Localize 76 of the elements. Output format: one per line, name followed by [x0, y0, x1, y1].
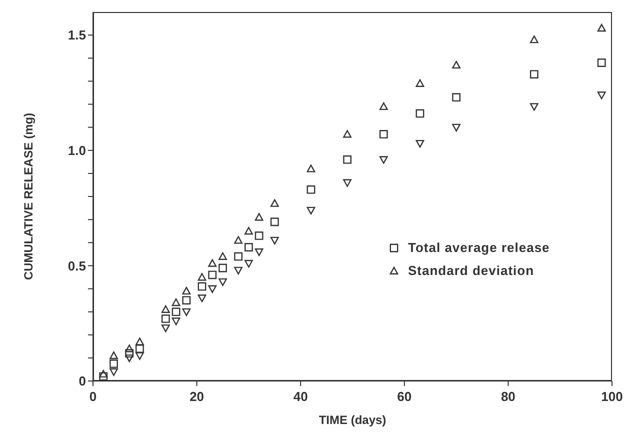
point — [254, 232, 264, 240]
point — [306, 164, 316, 172]
point — [270, 236, 279, 245]
point — [343, 130, 352, 138]
point — [530, 35, 538, 44]
point — [234, 236, 243, 244]
point — [172, 298, 180, 306]
point — [208, 270, 217, 280]
point — [530, 103, 538, 111]
point — [234, 266, 243, 274]
point — [218, 278, 227, 286]
point — [416, 79, 424, 87]
x-tick-label: 40 — [293, 389, 308, 404]
x-tick-label: 60 — [397, 389, 412, 404]
point — [379, 102, 388, 110]
point — [172, 308, 180, 316]
point — [99, 372, 108, 381]
point — [172, 318, 180, 326]
point — [99, 370, 108, 378]
point — [110, 351, 118, 360]
point — [198, 282, 206, 291]
x-tick-label: 20 — [190, 389, 204, 404]
point — [110, 368, 118, 376]
point — [343, 155, 352, 164]
point — [530, 70, 538, 78]
point — [125, 349, 134, 358]
point — [182, 308, 191, 316]
y-axis-title: CUMULATIVE RELEASE (mg) — [21, 112, 36, 280]
point — [198, 294, 206, 302]
point — [182, 296, 191, 304]
point — [306, 206, 316, 215]
point — [234, 252, 243, 261]
x-tick-label: 100 — [601, 389, 623, 404]
point — [208, 285, 217, 293]
point — [244, 243, 253, 252]
point — [161, 324, 170, 332]
point — [254, 248, 264, 256]
point — [254, 213, 264, 221]
x-axis-title: TIME (days) — [318, 413, 386, 427]
point — [597, 58, 606, 67]
point — [379, 130, 388, 138]
point — [416, 109, 424, 118]
point — [110, 360, 118, 368]
point — [416, 140, 424, 148]
point — [597, 24, 606, 32]
point — [125, 344, 134, 352]
point — [244, 260, 253, 268]
x-tick-label: 80 — [500, 389, 516, 404]
point — [452, 93, 460, 102]
point — [244, 226, 253, 235]
legend-label: Standard deviation — [408, 263, 534, 278]
point — [379, 156, 388, 164]
point — [161, 305, 170, 313]
point — [452, 124, 460, 132]
y-tick-label: 1.5 — [68, 28, 86, 43]
point — [136, 344, 144, 353]
y-tick-label: 0 — [78, 374, 86, 389]
point — [218, 264, 227, 272]
point — [182, 286, 191, 295]
x-tick-label: 0 — [89, 389, 97, 404]
point — [136, 352, 144, 360]
point — [270, 199, 279, 207]
point — [125, 354, 134, 362]
point — [198, 273, 206, 281]
legend-label: Total average release — [408, 240, 550, 255]
y-tick-label: 1.0 — [68, 142, 86, 158]
point — [208, 259, 217, 267]
point — [343, 179, 352, 187]
point — [218, 252, 227, 260]
point — [161, 314, 170, 323]
point — [136, 338, 144, 346]
point — [452, 60, 460, 69]
y-tick-label: 0.5 — [68, 258, 86, 274]
point — [597, 92, 606, 100]
point — [270, 218, 279, 226]
point — [306, 185, 316, 194]
